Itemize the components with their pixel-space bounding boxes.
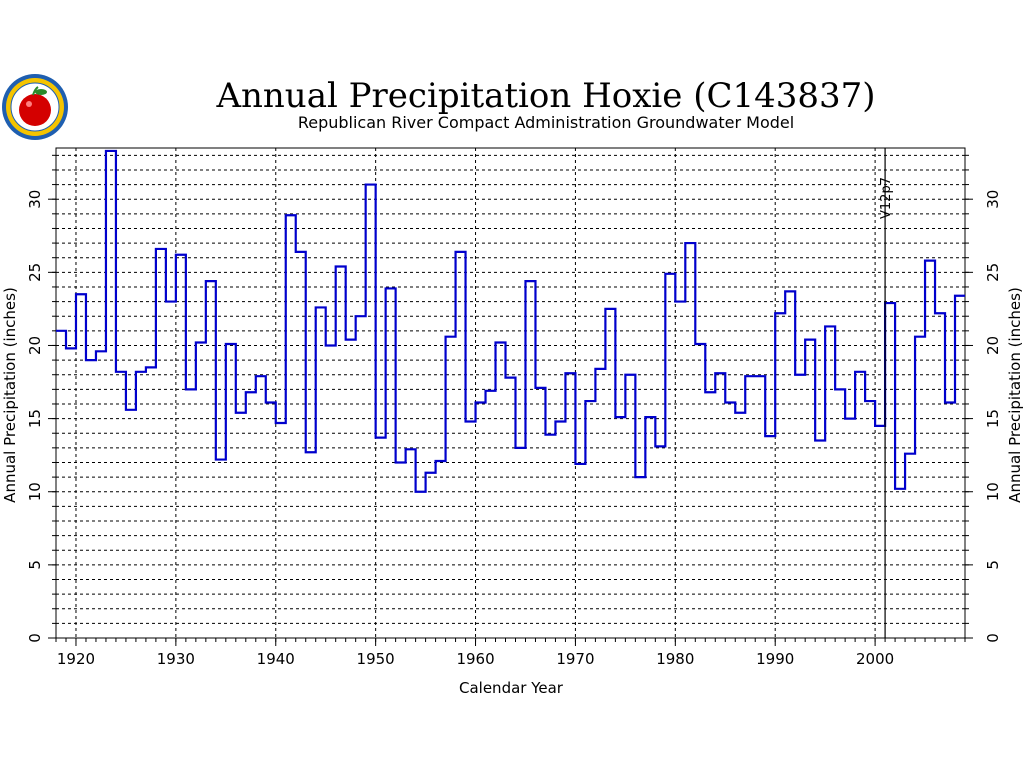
x-tick-label: 1960: [456, 650, 494, 668]
y-tick-label: 25: [26, 263, 44, 282]
y2-tick-label: 25: [984, 263, 1002, 282]
y2-tick-label: 5: [984, 560, 1002, 570]
y-tick-label: 20: [26, 336, 44, 355]
x-axis-label: Calendar Year: [459, 679, 564, 697]
x-tick-label: 1930: [157, 650, 195, 668]
y-tick-label: 0: [26, 633, 44, 643]
x-tick-label: 1970: [556, 650, 594, 668]
x-tick-label: 1940: [257, 650, 295, 668]
annotation-layer: V12p7: [879, 148, 894, 638]
y2-tick-label: 30: [984, 190, 1002, 209]
x-tick-label: 1950: [357, 650, 395, 668]
x-tick-label: 1990: [756, 650, 794, 668]
x-tick-label: 1980: [656, 650, 694, 668]
chart-title: Annual Precipitation Hoxie (C143837): [215, 76, 875, 116]
plot-frame: [55, 147, 966, 639]
y-tick-label: 30: [26, 190, 44, 209]
y-tick-label: 15: [26, 409, 44, 428]
kansas-apple-seal-icon: [2, 74, 68, 140]
y-axis-label: Annual Precipitation (inches): [1, 287, 19, 503]
y-tick-label: 10: [26, 482, 44, 501]
grid: [56, 148, 965, 638]
x-axis: 1920 1930 1940 1950 1960 1970 1980 1990 2000: [55, 638, 966, 668]
y-axis-left: 0 5 10 15 20 25 30: [26, 154, 56, 643]
x-tick-label: 2000: [856, 650, 894, 668]
y-tick-label: 5: [26, 560, 44, 570]
y-axis-right: 0 5 10 15 20 25 30: [965, 154, 1002, 643]
series-line: [56, 149, 965, 493]
series-layer: [56, 149, 965, 493]
y2-tick-label: 15: [984, 409, 1002, 428]
y2-tick-label: 20: [984, 336, 1002, 355]
plot-border: [55, 147, 966, 639]
chart-subtitle: Republican River Compact Administration …: [298, 113, 794, 132]
y2-tick-label: 10: [984, 482, 1002, 501]
x-tick-label: 1920: [57, 650, 95, 668]
y2-tick-label: 0: [984, 633, 1002, 643]
y-axis-label-right: Annual Precipitation (inches): [1006, 287, 1024, 503]
annotation-label: V12p7: [879, 177, 894, 219]
